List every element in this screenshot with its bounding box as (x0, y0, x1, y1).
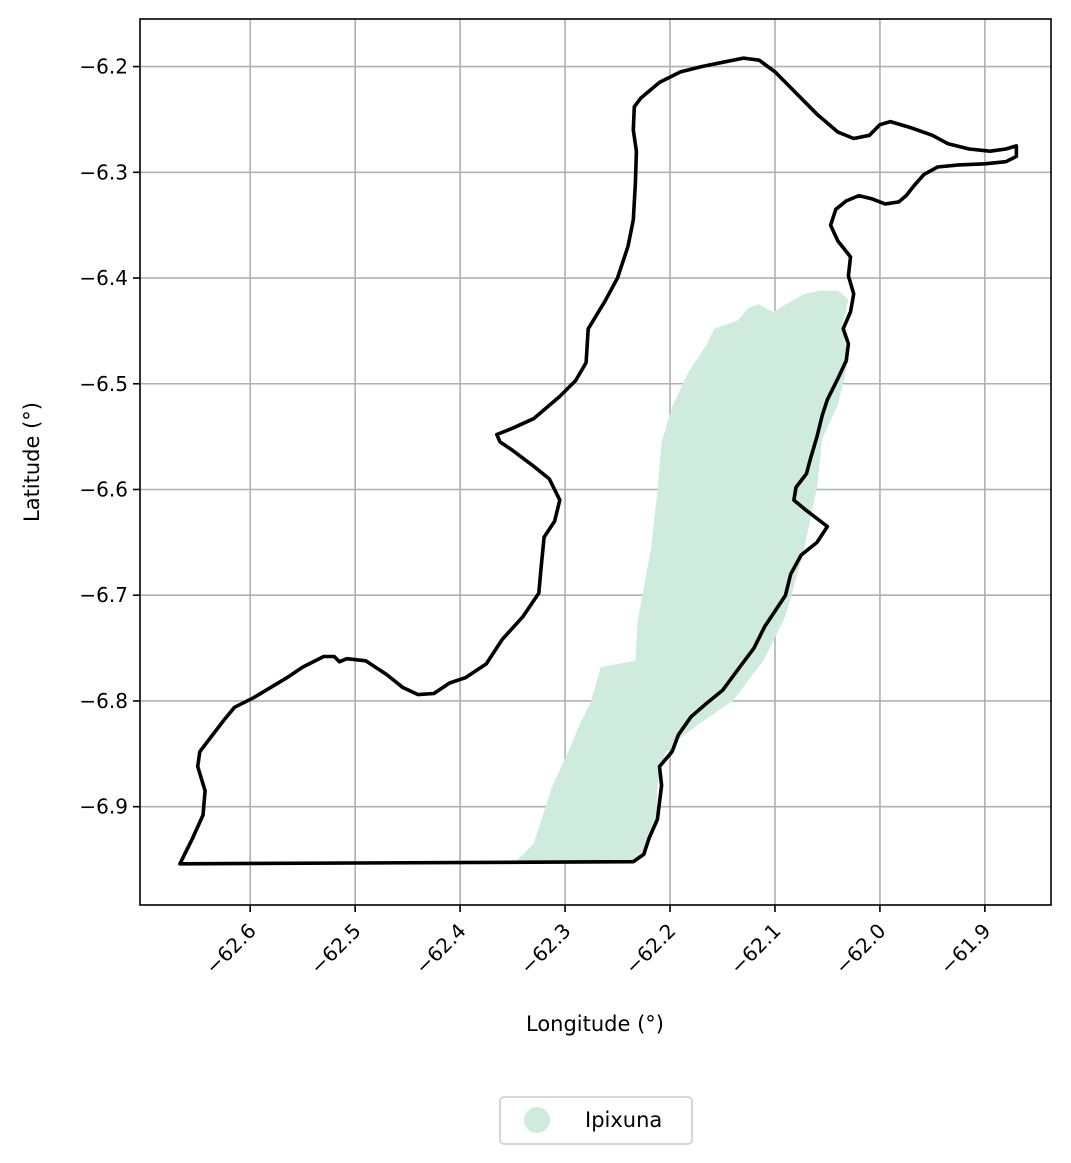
legend-label-ipixuna: Ipixuna (585, 1108, 662, 1132)
y-tick-label: −6.5 (79, 372, 128, 396)
x-axis-label: Longitude (°) (526, 1012, 664, 1036)
y-tick-label: −6.8 (79, 689, 128, 713)
municipality-boundary (178, 56, 1019, 866)
y-tick-label: −6.9 (79, 795, 128, 819)
legend: Ipixuna (499, 1096, 693, 1145)
y-tick-label: −6.2 (79, 55, 128, 79)
y-tick-label: −6.4 (79, 266, 128, 290)
y-tick-label: −6.6 (79, 477, 128, 501)
y-tick-label: −6.7 (79, 583, 128, 607)
y-tick-label: −6.3 (79, 160, 128, 184)
legend-frame (499, 1096, 693, 1145)
y-axis-label: Latitude (°) (20, 402, 44, 522)
ipixuna-area (514, 290, 849, 863)
y-axis-ticks: −6.2 −6.3 −6.4 −6.5 −6.6 −6.7 −6.8 −6.9 (79, 55, 140, 819)
plot-frame (139, 18, 1052, 906)
legend-marker-ipixuna (524, 1107, 550, 1133)
